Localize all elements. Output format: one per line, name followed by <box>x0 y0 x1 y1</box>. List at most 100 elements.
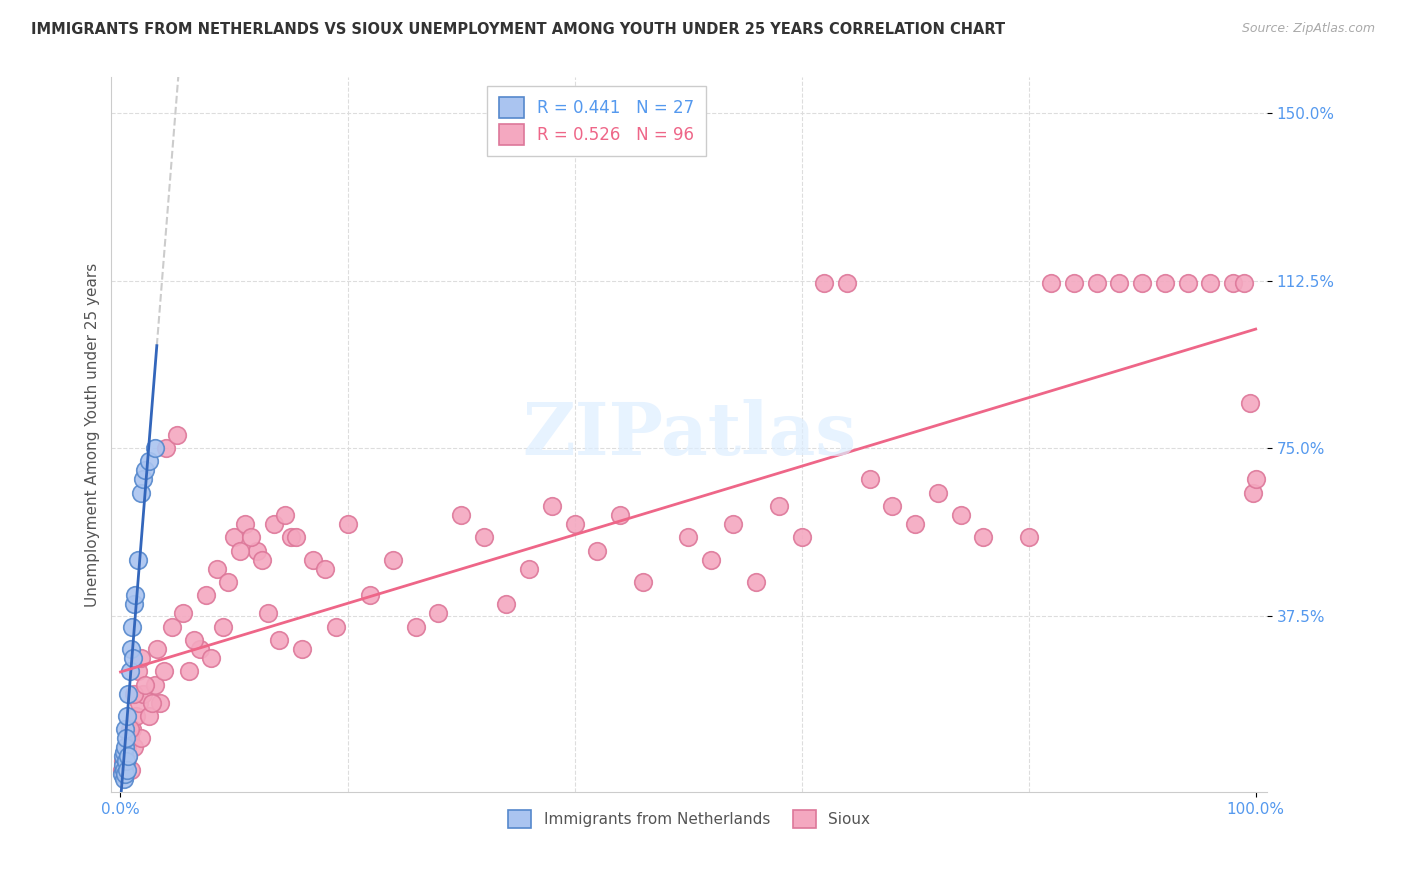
Point <box>768 499 790 513</box>
Point <box>405 620 427 634</box>
Point <box>217 575 239 590</box>
Point <box>228 543 250 558</box>
Y-axis label: Unemployment Among Youth under 25 years: Unemployment Among Youth under 25 years <box>86 262 100 607</box>
Point <box>117 687 139 701</box>
Point <box>263 516 285 531</box>
Point <box>285 530 308 544</box>
Point <box>813 276 835 290</box>
Point <box>118 723 141 737</box>
Point <box>1063 276 1085 290</box>
Point <box>1233 276 1256 290</box>
Point <box>149 696 172 710</box>
Point <box>111 754 134 768</box>
Point <box>631 575 654 590</box>
Point <box>114 767 136 781</box>
Point <box>188 642 211 657</box>
Point <box>676 530 699 544</box>
Point <box>246 543 269 558</box>
Point <box>564 516 586 531</box>
Point <box>134 463 156 477</box>
Point <box>127 553 149 567</box>
Point <box>125 709 148 723</box>
Point <box>115 731 138 746</box>
Point <box>160 620 183 634</box>
Point <box>141 696 163 710</box>
Point <box>723 516 745 531</box>
Point <box>114 740 136 755</box>
Point <box>882 499 904 513</box>
Point <box>269 633 291 648</box>
Point <box>222 530 245 544</box>
Point <box>117 749 139 764</box>
Point <box>124 589 146 603</box>
Point <box>143 678 166 692</box>
Point <box>972 530 994 544</box>
Point <box>111 763 134 777</box>
Point <box>112 763 135 777</box>
Point <box>111 749 134 764</box>
Point <box>700 553 723 567</box>
Point <box>121 723 143 737</box>
Point <box>1241 485 1264 500</box>
Point <box>586 543 609 558</box>
Point <box>927 485 949 500</box>
Point <box>115 754 138 768</box>
Point <box>114 745 136 759</box>
Point <box>166 427 188 442</box>
Point <box>1130 276 1153 290</box>
Point <box>495 598 517 612</box>
Point <box>122 740 145 755</box>
Point <box>118 731 141 746</box>
Point <box>112 745 135 759</box>
Point <box>427 607 450 621</box>
Point <box>240 530 263 544</box>
Point <box>291 642 314 657</box>
Point <box>211 620 233 634</box>
Point <box>1108 276 1130 290</box>
Point <box>111 758 134 772</box>
Point <box>302 553 325 567</box>
Point <box>129 485 152 500</box>
Point <box>183 633 205 648</box>
Text: IMMIGRANTS FROM NETHERLANDS VS SIOUX UNEMPLOYMENT AMONG YOUTH UNDER 25 YEARS COR: IMMIGRANTS FROM NETHERLANDS VS SIOUX UNE… <box>31 22 1005 37</box>
Point <box>359 589 381 603</box>
Point <box>205 562 228 576</box>
Point <box>121 620 143 634</box>
Point <box>325 620 347 634</box>
Point <box>117 763 139 777</box>
Point <box>336 516 359 531</box>
Point <box>117 740 139 755</box>
Point <box>1244 472 1267 486</box>
Point <box>111 767 134 781</box>
Point <box>117 709 139 723</box>
Point <box>172 607 194 621</box>
Point <box>1199 276 1222 290</box>
Point <box>120 642 142 657</box>
Point <box>274 508 297 522</box>
Point <box>132 472 155 486</box>
Point <box>609 508 631 522</box>
Point <box>120 763 142 777</box>
Point <box>904 516 927 531</box>
Point <box>835 276 858 290</box>
Point <box>127 665 149 679</box>
Point <box>1040 276 1063 290</box>
Point <box>129 651 152 665</box>
Legend: Immigrants from Netherlands, Sioux: Immigrants from Netherlands, Sioux <box>502 804 876 834</box>
Point <box>1153 276 1175 290</box>
Point <box>1085 276 1108 290</box>
Point <box>541 499 564 513</box>
Text: ZIPatlas: ZIPatlas <box>522 400 856 470</box>
Point <box>790 530 813 544</box>
Point <box>118 665 141 679</box>
Point <box>146 642 169 657</box>
Point <box>177 665 200 679</box>
Point <box>314 562 336 576</box>
Point <box>138 454 160 468</box>
Text: Source: ZipAtlas.com: Source: ZipAtlas.com <box>1241 22 1375 36</box>
Point <box>152 665 174 679</box>
Point <box>450 508 472 522</box>
Point <box>143 441 166 455</box>
Point <box>1177 276 1199 290</box>
Point <box>122 598 145 612</box>
